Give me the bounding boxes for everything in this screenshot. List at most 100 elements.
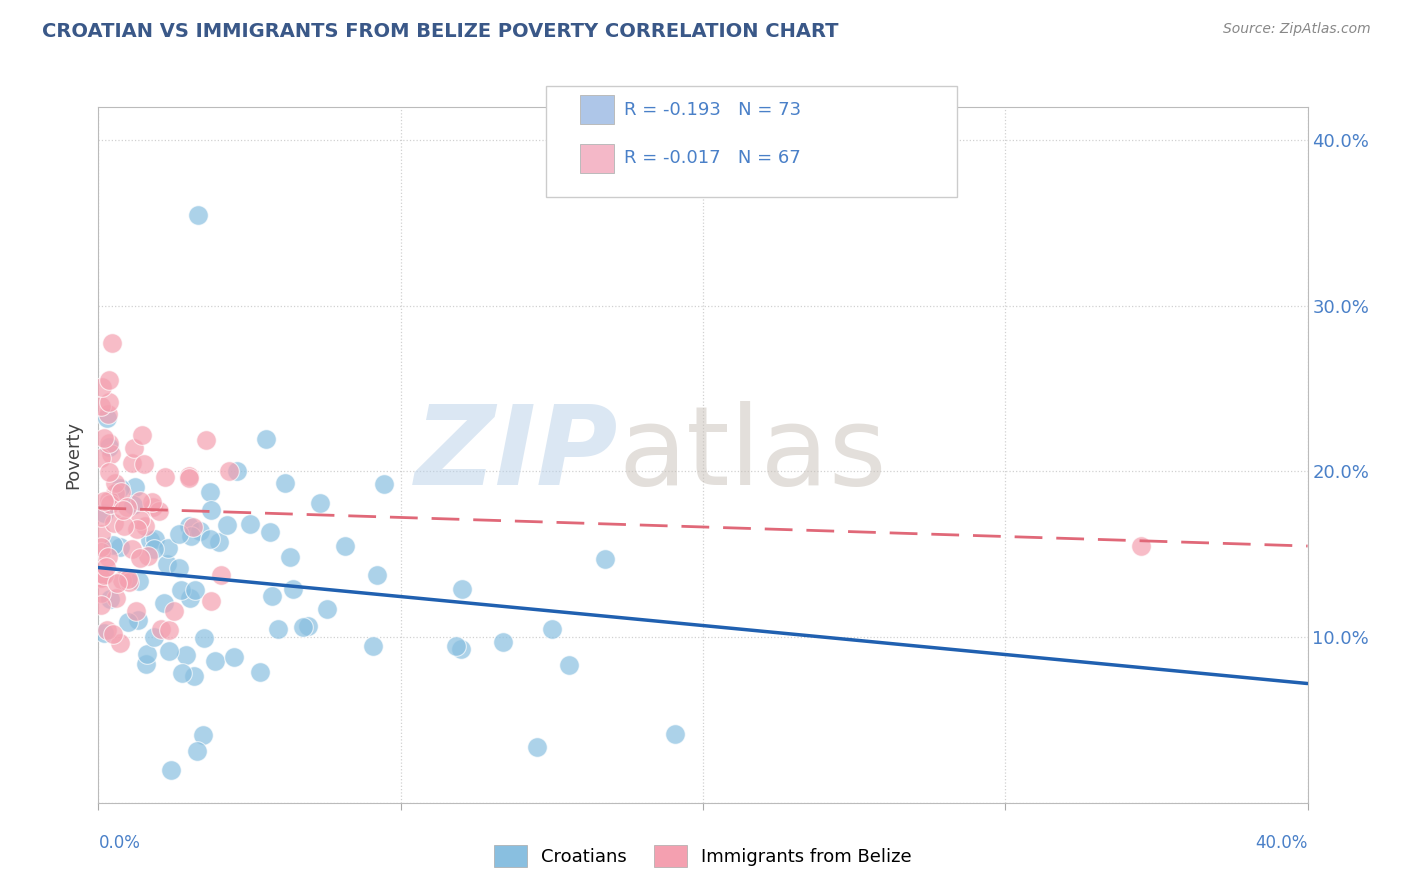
Point [297,618,319,632]
Point [200,594,222,608]
Point [195,434,218,448]
Point [98,493,121,508]
Point [540,622,562,636]
Point [157,541,180,556]
Point [124,441,146,455]
Point [90,540,112,554]
Point [281,582,304,596]
Point [153,470,176,484]
Point [97,440,120,454]
Point [366,567,388,582]
Point [136,647,159,661]
Point [134,519,156,533]
Point [90,526,112,541]
Point [97,373,120,387]
Text: CROATIAN VS IMMIGRANTS FROM BELIZE POVERTY CORRELATION CHART: CROATIAN VS IMMIGRANTS FROM BELIZE POVER… [42,22,839,41]
Point [177,469,200,483]
Point [143,630,166,644]
Point [131,428,153,442]
Point [101,538,124,552]
Text: Source: ZipAtlas.com: Source: ZipAtlas.com [1223,22,1371,37]
Point [280,549,302,564]
Point [183,669,205,683]
Point [90,570,112,584]
Point [169,527,191,541]
Point [492,635,515,649]
Point [191,728,214,742]
Point [204,654,226,668]
Point [193,631,215,645]
Point [557,657,579,672]
Text: 40.0%: 40.0% [1256,834,1308,852]
Point [93,494,115,508]
Point [150,623,173,637]
Point [267,623,290,637]
Point [450,642,472,657]
Point [333,539,356,553]
Point [180,529,202,543]
Point [101,627,124,641]
Point [132,457,155,471]
Point [117,615,139,629]
Point [259,525,281,540]
Point [98,592,121,607]
Y-axis label: Poverty: Poverty [65,421,83,489]
Point [98,395,121,409]
Point [94,559,117,574]
Point [184,582,207,597]
Point [100,447,122,461]
Point [186,744,208,758]
Point [90,598,112,612]
Point [181,519,204,533]
Point [90,571,112,585]
Point [172,665,194,680]
Point [97,407,120,421]
Point [139,533,162,547]
Point [90,450,112,465]
Point [127,522,149,536]
Point [90,510,112,524]
Point [90,399,112,413]
Point [274,476,297,491]
Point [128,574,150,588]
Point [118,575,141,590]
Point [110,484,132,499]
Point [226,464,249,478]
Point [260,589,283,603]
Text: R = -0.017   N = 67: R = -0.017 N = 67 [624,149,801,168]
Point [108,541,131,555]
Point [93,432,115,446]
Point [291,619,314,633]
Point [526,740,548,755]
Point [91,380,114,394]
Point [373,476,395,491]
Point [111,503,134,517]
Point [157,644,180,658]
Point [117,573,139,587]
Point [121,542,143,557]
Point [254,432,277,446]
Text: R = -0.193   N = 73: R = -0.193 N = 73 [624,101,801,119]
Point [209,567,232,582]
Point [207,534,229,549]
Point [162,604,184,618]
Point [179,519,201,533]
Bar [579,144,613,173]
Point [105,575,128,590]
Point [450,582,472,597]
Point [136,549,159,563]
Point [97,436,120,450]
Bar [579,95,613,124]
Point [97,550,120,565]
Point [121,456,143,470]
Point [124,480,146,494]
Point [446,639,468,653]
Point [239,516,262,531]
Point [167,560,190,574]
Point [190,524,212,538]
Point [593,551,616,566]
Point [128,550,150,565]
Point [156,557,179,571]
Text: ZIP: ZIP [415,401,619,508]
Point [98,497,121,511]
